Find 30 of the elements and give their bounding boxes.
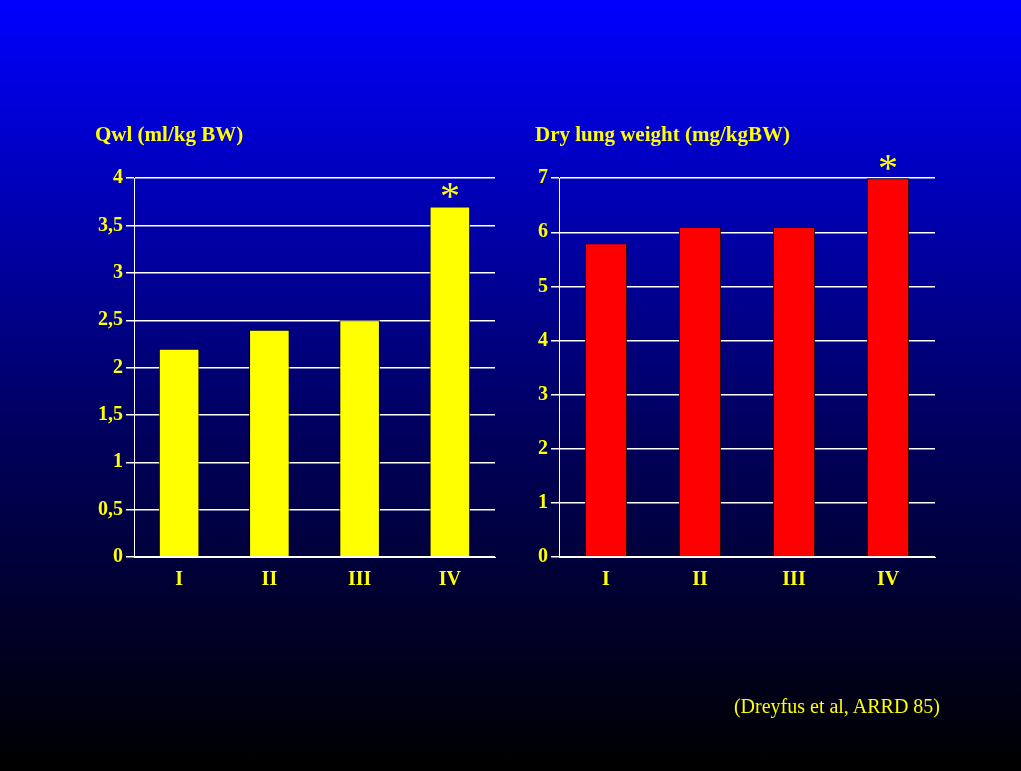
y-tick-label: 0,5 xyxy=(98,496,123,519)
y-tick-label: 6 xyxy=(538,219,548,242)
y-tick-label: 1 xyxy=(113,449,123,472)
x-tick-label: IV xyxy=(438,567,462,590)
y-tick-label: 2 xyxy=(538,435,548,458)
y-tick-label: 4 xyxy=(113,165,123,188)
y-tick-label: 2 xyxy=(113,354,123,377)
y-tick-label: 3 xyxy=(538,381,548,404)
y-tick-label: 7 xyxy=(538,165,548,188)
y-tick-label: 2,5 xyxy=(98,307,123,330)
annotation: * xyxy=(439,173,460,219)
annotation: * xyxy=(878,144,898,190)
y-axis-title: Qwl (ml/kg BW) xyxy=(95,122,244,147)
y-tick-label: 3 xyxy=(113,260,123,283)
y-axis-title: Dry lung weight (mg/kgBW) xyxy=(535,122,790,147)
x-tick-label: I xyxy=(602,567,611,590)
y-tick-label: 1,5 xyxy=(98,402,123,425)
x-tick-label: I xyxy=(175,567,184,590)
y-tick-label: 1 xyxy=(538,490,548,513)
y-tick-label: 3,5 xyxy=(98,212,123,235)
x-tick-label: II xyxy=(261,567,278,590)
x-tick-label: III xyxy=(347,567,372,590)
y-tick-label: 0 xyxy=(113,544,123,567)
x-tick-label: III xyxy=(782,567,806,590)
x-tick-label: IV xyxy=(876,567,900,590)
y-tick-label: 4 xyxy=(538,327,548,350)
y-tick-label: 5 xyxy=(538,273,548,296)
x-tick-label: II xyxy=(692,567,708,590)
text: (Dreyfus et al, ARRD 85) xyxy=(733,695,940,718)
y-tick-label: 0 xyxy=(538,544,548,567)
